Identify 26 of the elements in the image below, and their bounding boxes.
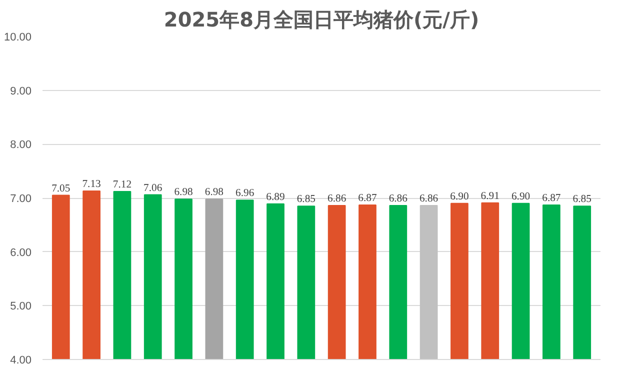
data-label: 6.90 xyxy=(450,191,469,202)
data-label: 6.86 xyxy=(388,194,408,205)
y-tick-label: 7.00 xyxy=(10,193,32,205)
data-label: 7.12 xyxy=(112,180,132,191)
data-label: 6.85 xyxy=(572,194,592,206)
data-label: 6.96 xyxy=(236,188,255,200)
data-label: 6.90 xyxy=(511,191,530,202)
y-tick-label: 8.00 xyxy=(10,139,32,152)
data-label: 6.87 xyxy=(542,193,562,204)
data-label: 6.86 xyxy=(328,194,347,205)
data-label: 7.13 xyxy=(82,179,101,190)
data-label: 6.91 xyxy=(480,190,500,202)
y-tick-label: 9.00 xyxy=(10,85,32,98)
data-label: 6.89 xyxy=(266,192,285,203)
chart-title: 2025年8月全国日平均猪价(元/斤) xyxy=(164,8,480,32)
data-label: 7.06 xyxy=(144,182,163,194)
data-label: 6.98 xyxy=(174,187,193,198)
data-label: 6.98 xyxy=(204,187,224,198)
data-label: 6.85 xyxy=(296,194,316,206)
y-tick-label: 5.00 xyxy=(10,300,32,313)
data-label: 6.86 xyxy=(419,194,439,205)
y-tick-label: 6.00 xyxy=(10,246,32,259)
data-label: 6.87 xyxy=(358,193,378,204)
y-tick-label: 4.00 xyxy=(10,354,32,366)
data-label: 7.05 xyxy=(52,183,70,194)
y-tick-label: 10.00 xyxy=(4,32,32,44)
